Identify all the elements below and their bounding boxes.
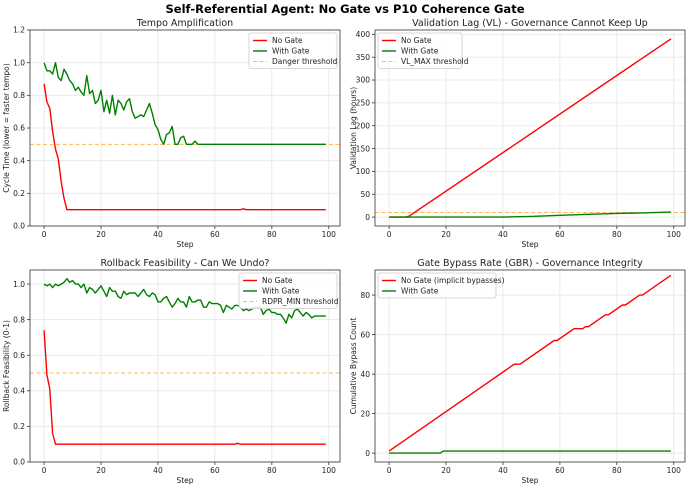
y-tick-label: 100 [356,167,371,176]
x-tick-label: 40 [153,466,163,475]
legend-label: VL_MAX threshold [401,57,469,66]
series-line-with-gate [389,211,671,218]
x-tick-label: 0 [387,230,392,239]
y-tick-label: 0.2 [13,422,25,431]
y-tick-label: 1.0 [13,280,25,289]
y-tick-label: 1.0 [13,58,25,67]
y-tick-label: 250 [356,99,371,108]
y-axis-label: Validation Lag (hours) [349,87,358,169]
series-line-no-gate-implicit-bypasses- [388,274,672,452]
figure-title: Self-Referential Agent: No Gate vs P10 C… [166,2,525,16]
legend-label: No Gate [262,276,293,285]
y-tick-label: 0 [365,213,370,222]
y-axis-label: Rollback Feasibility (0-1) [2,320,11,412]
series-line-no-gate [43,83,326,211]
x-axis-label: Step [176,240,193,249]
y-axis-label: Cycle Time (lower = faster tempo) [2,63,11,192]
x-tick-label: 20 [441,230,451,239]
x-tick-label: 60 [555,466,565,475]
x-tick-label: 80 [612,230,622,239]
y-tick-label: 0.0 [13,458,25,467]
subplot-title: Rollback Feasibility - Can We Undo? [101,258,270,269]
x-axis-label: Step [521,240,538,249]
legend-label: With Gate [401,287,439,296]
y-axis-label: Cumulative Bypass Count [349,318,358,415]
x-tick-label: 80 [267,230,277,239]
y-tick-label: 0 [365,449,370,458]
legend-box [377,32,463,69]
y-tick-label: 60 [360,330,370,339]
x-tick-label: 20 [96,230,106,239]
y-tick-label: 350 [356,53,371,62]
series-line-with-gate [43,278,326,324]
y-tick-label: 0.8 [13,91,25,100]
subplot-title: Gate Bypass Rate (GBR) - Governance Inte… [417,258,643,269]
y-tick-label: 200 [356,121,371,130]
legend-box [377,272,497,299]
series-line-with-gate [43,62,326,146]
legend-box [248,32,338,69]
legend-label: With Gate [401,47,439,56]
x-tick-label: 100 [322,230,337,239]
y-tick-label: 80 [360,291,370,300]
x-tick-label: 80 [612,466,622,475]
subplot-2: Validation Lag (VL) - Governance Cannot … [349,18,686,249]
x-tick-label: 100 [667,466,682,475]
x-tick-label: 100 [667,230,682,239]
y-tick-label: 0.6 [13,124,25,133]
y-tick-label: 300 [356,76,371,85]
subplot-3: Rollback Feasibility - Can We Undo? 0 20 40… [2,258,341,485]
y-tick-label: 0.8 [13,315,25,324]
x-tick-label: 20 [96,466,106,475]
legend-label: No Gate [272,36,303,45]
x-tick-label: 80 [267,466,277,475]
x-tick-label: 60 [210,230,220,239]
y-tick-label: 40 [360,370,370,379]
axes-frame [29,269,341,463]
axes-frame [374,269,686,463]
legend-label: With Gate [262,287,300,296]
y-tick-label: 20 [360,409,370,418]
legend-label: With Gate [272,47,310,56]
x-tick-label: 40 [153,230,163,239]
x-tick-label: 0 [42,466,47,475]
legend: No Gate (implicit bypasses) With Gate [377,272,505,299]
x-tick-label: 60 [555,230,565,239]
x-tick-label: 100 [322,466,337,475]
x-tick-label: 60 [210,466,220,475]
x-tick-label: 40 [498,466,508,475]
series-line-no-gate [43,330,326,445]
subplot-4: Gate Bypass Rate (GBR) - Governance Inte… [349,258,686,485]
series-line-with-gate [389,450,671,454]
subplot-title: Tempo Amplification [136,18,233,29]
x-tick-label: 20 [441,466,451,475]
x-tick-label: 0 [387,466,392,475]
x-tick-label: 40 [498,230,508,239]
y-tick-label: 0.4 [13,387,25,396]
y-tick-label: 1.2 [13,26,25,35]
legend-label: Danger threshold [272,57,338,66]
legend-label: No Gate (implicit bypasses) [401,276,505,285]
subplot-title: Validation Lag (VL) - Governance Cannot … [412,18,648,29]
subplot-1: Tempo Amplification 0 20 40 60 80 100 0.0 0.2 0.4… [2,18,341,249]
x-axis-label: Step [521,476,538,485]
legend-box [238,272,338,309]
y-tick-label: 0.6 [13,351,25,360]
x-axis-label: Step [176,476,193,485]
y-tick-label: 50 [360,190,370,199]
y-tick-label: 150 [356,144,371,153]
axes-frame [29,29,341,227]
y-tick-label: 0.2 [13,189,25,198]
y-tick-label: 400 [356,30,371,39]
axes-frame [374,29,686,227]
x-tick-label: 0 [42,230,47,239]
legend-label: No Gate [401,36,432,45]
legend-label: RDPR_MIN threshold [262,297,339,306]
y-tick-label: 0.4 [13,156,25,165]
y-tick-label: 0.0 [13,222,25,231]
